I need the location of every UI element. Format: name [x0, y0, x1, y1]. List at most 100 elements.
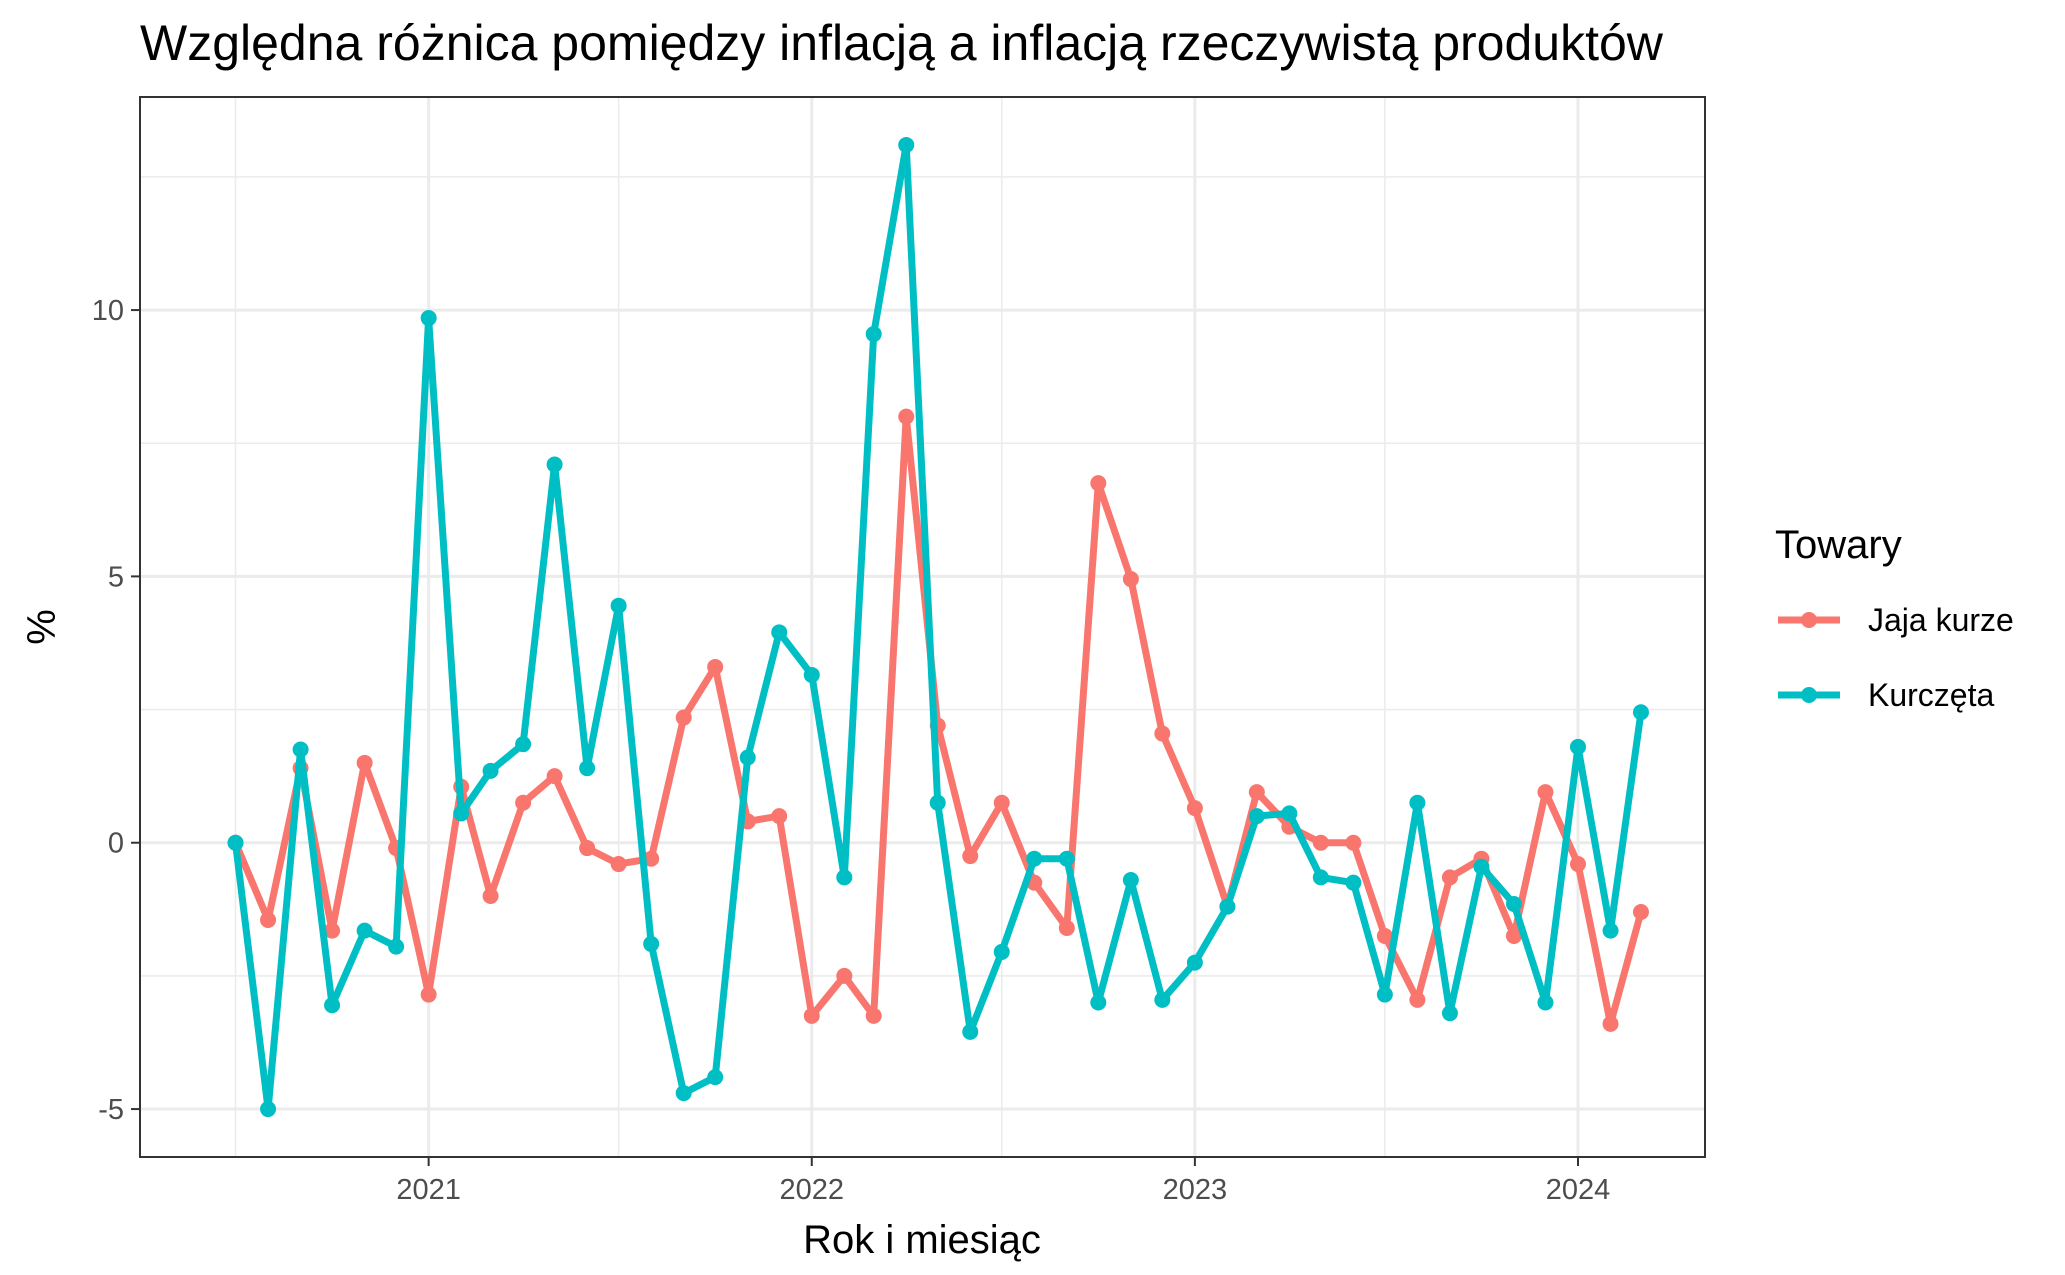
data-point — [1248, 784, 1265, 801]
x-tick-label: 2021 — [396, 1174, 461, 1206]
data-point — [1376, 927, 1393, 944]
data-point — [260, 911, 277, 928]
data-point — [803, 666, 820, 683]
data-point — [1345, 874, 1362, 891]
data-point — [771, 624, 788, 641]
data-point — [962, 848, 979, 865]
y-tick-label: 0 — [108, 828, 124, 860]
data-point — [420, 986, 437, 1003]
x-tick-label: 2024 — [1546, 1174, 1611, 1206]
data-point — [771, 808, 788, 825]
series-kurczeta — [227, 136, 1649, 1118]
data-point — [1441, 1005, 1458, 1022]
y-tick-label: 5 — [108, 561, 124, 593]
data-point — [1345, 834, 1362, 851]
data-point — [1505, 895, 1522, 912]
data-point — [579, 760, 596, 777]
data-point — [482, 887, 499, 904]
data-point — [707, 658, 724, 675]
data-point — [227, 834, 244, 851]
y-tick-label: -5 — [98, 1094, 124, 1126]
data-point — [1154, 725, 1171, 742]
data-point — [1632, 704, 1649, 721]
data-point — [739, 749, 756, 766]
data-point — [292, 741, 309, 758]
data-point — [356, 754, 373, 771]
data-point — [579, 840, 596, 857]
data-point — [515, 736, 532, 753]
x-axis-title: Rok i miesiąc — [803, 1218, 1041, 1262]
data-point — [929, 794, 946, 811]
data-point — [388, 938, 405, 955]
data-point — [482, 762, 499, 779]
legend: Towary Jaja kurze Kurczęta — [1775, 523, 2014, 713]
data-point — [1441, 869, 1458, 886]
series-layer — [227, 136, 1649, 1118]
legend-items: Jaja kurze Kurczęta — [1778, 602, 2014, 713]
data-point — [675, 709, 692, 726]
data-point — [1473, 858, 1490, 875]
data-point — [1569, 738, 1586, 755]
data-point — [324, 922, 341, 939]
data-point — [1090, 475, 1107, 492]
panel-border — [139, 96, 1706, 1158]
data-point — [836, 869, 853, 886]
data-point — [1186, 954, 1203, 971]
data-point — [1122, 571, 1139, 588]
data-point — [1248, 808, 1265, 825]
data-point — [356, 922, 373, 939]
data-point — [707, 1069, 724, 1086]
data-point — [1154, 991, 1171, 1008]
data-point — [1409, 991, 1426, 1008]
legend-item: Jaja kurze — [1778, 602, 2014, 638]
data-point — [1632, 903, 1649, 920]
data-point — [260, 1101, 277, 1118]
data-point — [610, 856, 627, 873]
data-point — [962, 1023, 979, 1040]
data-point — [993, 943, 1010, 960]
data-point — [1602, 1015, 1619, 1032]
data-point — [803, 1007, 820, 1024]
data-point — [675, 1085, 692, 1102]
data-point — [836, 967, 853, 984]
data-point — [1281, 805, 1298, 822]
legend-label: Jaja kurze — [1868, 602, 2014, 638]
chart-title: Względna różnica pomiędzy inflacją a inf… — [140, 15, 1664, 71]
data-point — [1186, 800, 1203, 817]
data-point — [515, 794, 532, 811]
data-point — [453, 805, 470, 822]
data-point — [1219, 898, 1236, 915]
data-point — [1090, 994, 1107, 1011]
y-axis-title: % — [20, 609, 64, 645]
data-point — [865, 1007, 882, 1024]
data-point — [1312, 869, 1329, 886]
legend-title: Towary — [1775, 523, 1902, 567]
x-tick-label: 2022 — [780, 1174, 845, 1206]
data-point — [546, 768, 563, 785]
data-point — [1122, 872, 1139, 889]
data-point — [643, 850, 660, 867]
data-point — [546, 456, 563, 473]
data-point — [1537, 784, 1554, 801]
data-point — [420, 310, 437, 327]
x-axis: 2021 2022 2023 2024 — [396, 1157, 1610, 1206]
legend-label: Kurczęta — [1868, 677, 1994, 713]
data-point — [898, 408, 915, 425]
data-point — [1058, 850, 1075, 867]
panel-background — [140, 97, 1705, 1157]
plot-panel — [139, 96, 1706, 1158]
x-tick-label: 2023 — [1163, 1174, 1228, 1206]
data-point — [1602, 922, 1619, 939]
data-point — [324, 997, 341, 1014]
data-point — [1376, 986, 1393, 1003]
data-point — [898, 136, 915, 153]
data-point — [1312, 834, 1329, 851]
data-point — [643, 935, 660, 952]
data-point — [1058, 919, 1075, 936]
data-point — [1537, 994, 1554, 1011]
y-axis: -5 0 5 10 — [92, 295, 140, 1126]
data-point — [1505, 927, 1522, 944]
data-point — [1026, 850, 1043, 867]
data-point — [610, 597, 627, 614]
